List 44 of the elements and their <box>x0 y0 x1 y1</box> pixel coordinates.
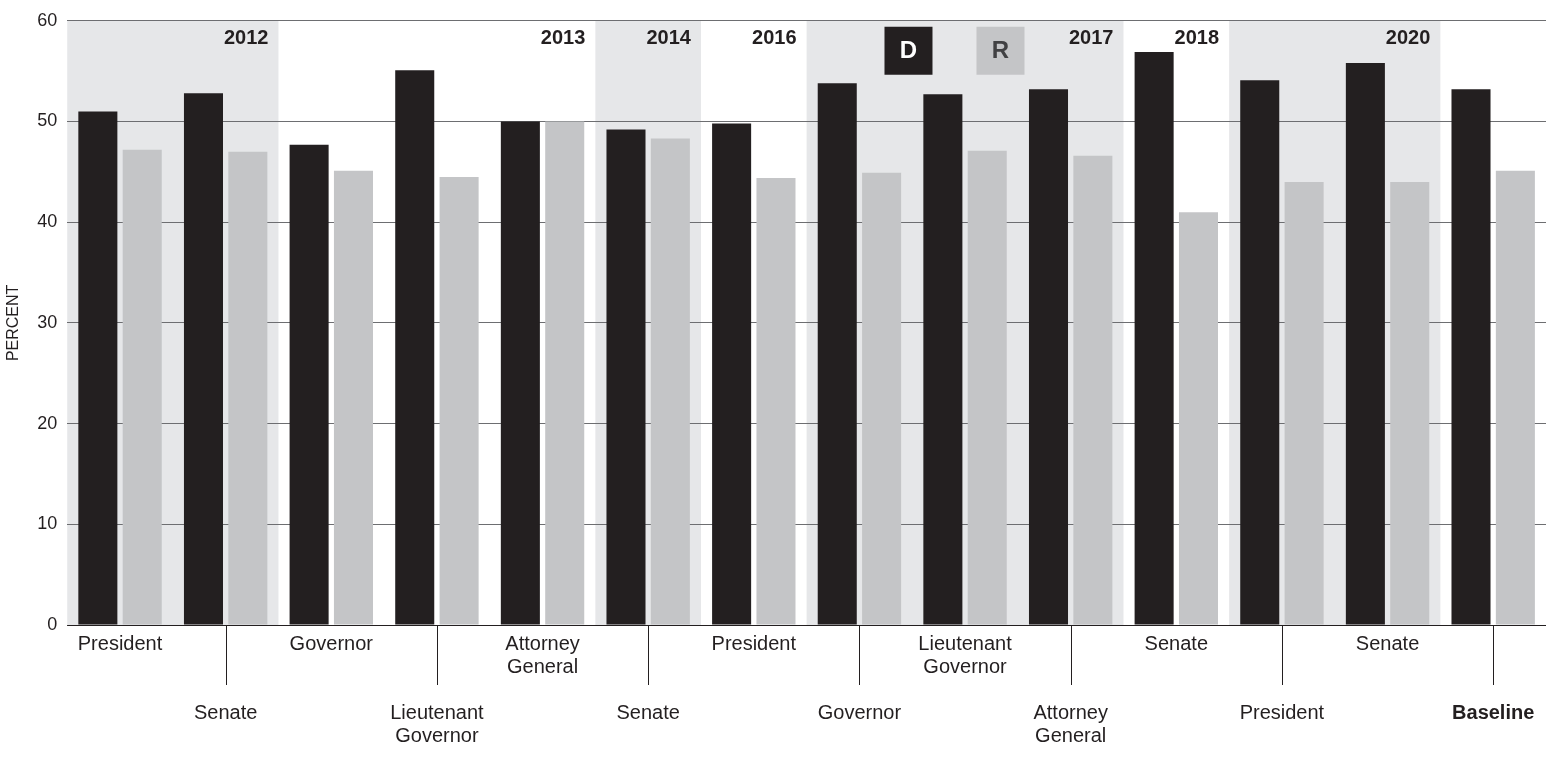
annotation: 2012 <box>223 26 269 49</box>
y-tick-label: 10 <box>37 513 58 534</box>
x-tick-label: Lieutenant Governor <box>390 701 485 747</box>
bar <box>1495 170 1535 625</box>
bar <box>1284 181 1324 625</box>
x-tick-label: Senate <box>616 701 680 724</box>
x-tick-label: Governor <box>289 632 374 655</box>
x-tick-label: Baseline <box>1452 701 1535 724</box>
x-tick-label: President <box>711 632 797 655</box>
x-tick-label: Senate <box>1144 632 1208 655</box>
x-tick-label: Senate <box>1355 632 1420 655</box>
bar <box>967 150 1007 625</box>
bar <box>1390 181 1430 625</box>
x-tick-label: Governor <box>817 701 902 724</box>
y-tick-label: 30 <box>37 311 58 332</box>
bar <box>862 172 902 625</box>
annotation: 2017 <box>1068 26 1114 49</box>
bar <box>228 151 268 625</box>
x-tick-label: Lieutenant Governor <box>918 632 1013 678</box>
bar <box>333 170 373 625</box>
x-tick-label: Attorney General <box>505 632 580 678</box>
annotation: 2016 <box>752 26 797 49</box>
annotation: 2020 <box>1385 26 1431 49</box>
bar <box>1178 212 1219 625</box>
y-tick-label: 50 <box>37 110 58 131</box>
y-axis-title: PERCENT <box>4 284 22 362</box>
y-tick-label: 40 <box>37 211 58 232</box>
annotation: 2018 <box>1174 26 1220 49</box>
x-tick-label: Attorney General <box>1033 701 1108 747</box>
bar <box>545 121 585 625</box>
x-tick-label: President <box>77 632 163 655</box>
y-tick-label: 20 <box>37 412 58 433</box>
x-tick-label: Senate <box>193 701 258 724</box>
bar <box>756 177 796 625</box>
annotation: 2014 <box>646 26 692 49</box>
bar <box>1073 155 1113 625</box>
series-label: D <box>899 36 918 64</box>
text: R <box>991 36 1010 64</box>
y-tick-label: 0 <box>47 613 58 634</box>
bar <box>439 176 479 625</box>
x-tick-label: President <box>1239 701 1325 724</box>
annotation: 2013 <box>540 26 586 49</box>
bar <box>122 149 162 625</box>
y-tick-label: 60 <box>37 9 58 30</box>
